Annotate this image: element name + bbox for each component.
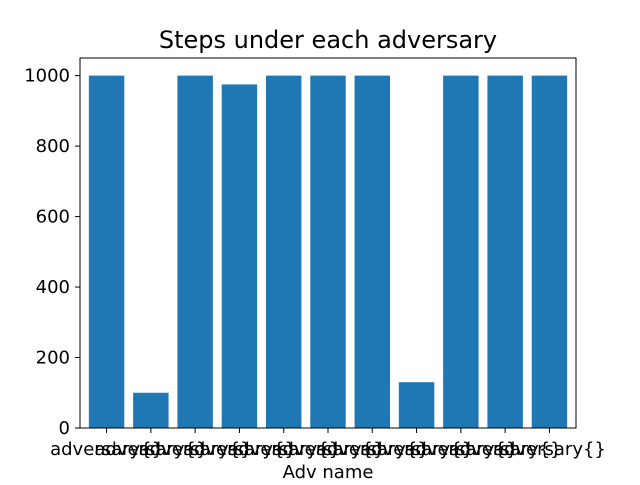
plot-frame [79, 57, 577, 429]
y-tick-label-0: 0 [59, 418, 70, 439]
x-tick-label-1: adversary{} [94, 439, 207, 460]
x-tick-label-10: adversary{} [493, 439, 606, 460]
y-tick-label-5: 1000 [24, 66, 70, 87]
x-tick-label-2: adversary{} [139, 439, 252, 460]
chart-title: Steps under each adversary [159, 26, 497, 54]
bar-8 [443, 75, 479, 428]
x-axis: adversary{}adversary{}adversary{}adversa… [50, 428, 606, 460]
x-tick-label-8: adversary{} [404, 439, 517, 460]
x-tick-label-7: adversary{} [360, 439, 473, 460]
bar-2 [177, 75, 213, 428]
y-axis: 0 200 400 600 800 1000 [24, 66, 80, 439]
x-axis-label: Adv name [283, 462, 374, 480]
x-tick-label-6: adversary{} [316, 439, 429, 460]
x-tick-label-9: adversary{} [449, 439, 562, 460]
x-tick-label-3: adversary{} [183, 439, 296, 460]
bar-9 [487, 75, 523, 428]
bar-3 [221, 84, 258, 428]
x-tick-label-4: adversary{} [227, 439, 340, 460]
x-tick-label-0: adversary{} [50, 439, 163, 460]
bars-group [88, 75, 568, 428]
bar-4 [266, 75, 302, 428]
bar-7 [398, 382, 435, 428]
bar-0 [88, 75, 125, 428]
bar-6 [354, 75, 390, 428]
bar-1 [133, 392, 169, 428]
y-tick-label-3: 600 [36, 207, 70, 228]
y-tick-label-4: 800 [36, 136, 70, 157]
bar-10 [531, 75, 568, 428]
y-tick-label-1: 200 [36, 348, 70, 369]
x-tick-label-5: adversary{} [272, 439, 385, 460]
bar-5 [310, 75, 346, 428]
y-tick-label-2: 400 [36, 277, 70, 298]
